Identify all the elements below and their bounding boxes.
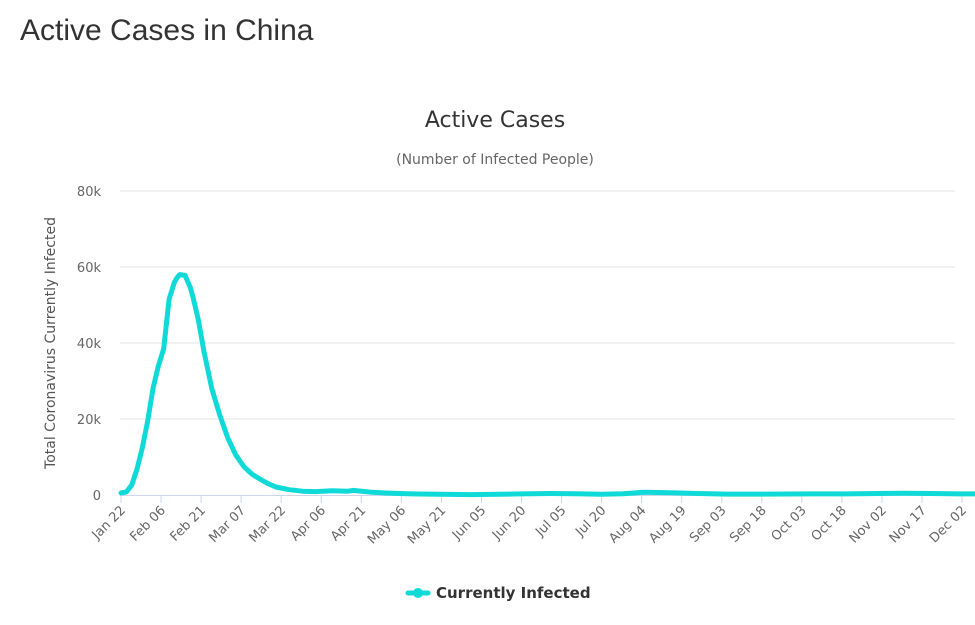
data-point[interactable]: [549, 492, 552, 495]
data-point[interactable]: [330, 489, 333, 492]
page-title: Active Cases in China: [20, 14, 314, 47]
y-tick-label-2: 40k: [77, 337, 102, 352]
x-tick-label-17: Oct 03: [769, 503, 810, 544]
x-tick-label-14: Aug 19: [646, 503, 689, 546]
x-tick-label-18: Oct 18: [809, 503, 850, 544]
data-point[interactable]: [670, 491, 673, 494]
data-point[interactable]: [192, 296, 195, 299]
data-point[interactable]: [958, 492, 961, 495]
data-point[interactable]: [258, 478, 261, 481]
data-point[interactable]: [210, 387, 213, 390]
x-tick-label-21: Dec 02: [927, 503, 970, 546]
x-tick-label-6: Apr 21: [328, 503, 369, 544]
series-layer: [118, 272, 975, 498]
x-tick-label-1: Feb 06: [127, 503, 169, 545]
x-tick-label-4: Mar 22: [246, 503, 289, 546]
data-point[interactable]: [184, 274, 187, 277]
legend-marker[interactable]: [413, 588, 423, 598]
data-point[interactable]: [274, 486, 277, 489]
data-point[interactable]: [162, 347, 165, 350]
y-axis-tick-labels: 0 20k 40k 60k 80k: [77, 185, 102, 504]
x-tick-label-0: Jan 22: [89, 503, 129, 543]
data-point[interactable]: [226, 437, 229, 440]
data-point[interactable]: [902, 492, 905, 495]
x-tick-label-12: Jul 20: [572, 503, 609, 540]
data-point[interactable]: [242, 465, 245, 468]
grid-lines: [120, 190, 955, 420]
data-point[interactable]: [234, 454, 237, 457]
x-tick-label-19: Nov 02: [847, 503, 890, 546]
data-point[interactable]: [173, 281, 176, 284]
chart-subtitle: (Number of Infected People): [396, 152, 594, 168]
data-point[interactable]: [120, 491, 123, 494]
x-tick-label-10: Jun 20: [489, 503, 529, 543]
data-point[interactable]: [146, 419, 149, 422]
data-point[interactable]: [696, 492, 699, 495]
data-point[interactable]: [411, 492, 414, 495]
data-point[interactable]: [846, 492, 849, 495]
data-point[interactable]: [929, 492, 932, 495]
data-point[interactable]: [600, 493, 603, 496]
data-point[interactable]: [288, 488, 291, 491]
data-point[interactable]: [197, 319, 200, 322]
data-point[interactable]: [352, 489, 355, 492]
data-point[interactable]: [130, 484, 133, 487]
data-point[interactable]: [301, 490, 304, 493]
data-point[interactable]: [266, 482, 269, 485]
data-point[interactable]: [806, 492, 809, 495]
data-point[interactable]: [141, 446, 144, 449]
x-tick-label-8: May 21: [405, 503, 449, 547]
data-point[interactable]: [157, 364, 160, 367]
x-tick-label-7: May 06: [365, 503, 409, 547]
x-tick-label-15: Sep 03: [687, 503, 730, 546]
legend-label-currently-infected[interactable]: Currently Infected: [436, 584, 591, 602]
x-tick-label-3: Mar 07: [206, 503, 249, 546]
data-point[interactable]: [125, 491, 128, 494]
legend[interactable]: Currently Infected: [405, 584, 591, 602]
data-point[interactable]: [371, 491, 374, 494]
x-tick-label-20: Nov 17: [887, 503, 930, 546]
x-tick-label-13: Aug 04: [606, 503, 649, 546]
y-axis-title: Total Coronavirus Currently Infected: [43, 217, 59, 470]
data-point[interactable]: [218, 414, 221, 417]
chart-title: Active Cases: [425, 108, 565, 133]
y-tick-label-4: 80k: [77, 185, 102, 200]
x-tick-label-2: Feb 21: [167, 503, 209, 545]
data-point[interactable]: [346, 490, 349, 493]
data-point[interactable]: [152, 387, 155, 390]
y-tick-label-1: 20k: [77, 413, 102, 428]
x-axis-ticks: [120, 495, 963, 503]
data-point[interactable]: [726, 493, 729, 496]
data-point[interactable]: [202, 349, 205, 352]
data-point[interactable]: [250, 473, 253, 476]
data-point[interactable]: [622, 492, 625, 495]
data-point[interactable]: [437, 493, 440, 496]
data-point[interactable]: [766, 493, 769, 496]
data-point[interactable]: [168, 298, 171, 301]
data-point[interactable]: [878, 492, 881, 495]
data-point[interactable]: [178, 273, 181, 276]
x-tick-label-9: Jun 05: [449, 503, 489, 543]
y-tick-label-3: 60k: [77, 261, 102, 276]
data-point[interactable]: [520, 492, 523, 495]
x-tick-label-11: Jul 05: [532, 503, 569, 540]
data-point[interactable]: [176, 276, 179, 279]
data-point[interactable]: [189, 286, 192, 289]
data-point[interactable]: [643, 491, 646, 494]
data-point[interactable]: [314, 490, 317, 493]
data-point[interactable]: [136, 468, 139, 471]
y-tick-label-0: 0: [93, 489, 101, 504]
data-point[interactable]: [469, 493, 472, 496]
x-tick-label-16: Sep 18: [727, 503, 770, 546]
series-line-0[interactable]: [118, 272, 975, 498]
x-tick-label-5: Apr 06: [288, 503, 329, 544]
data-point[interactable]: [573, 492, 576, 495]
data-point[interactable]: [387, 492, 390, 495]
